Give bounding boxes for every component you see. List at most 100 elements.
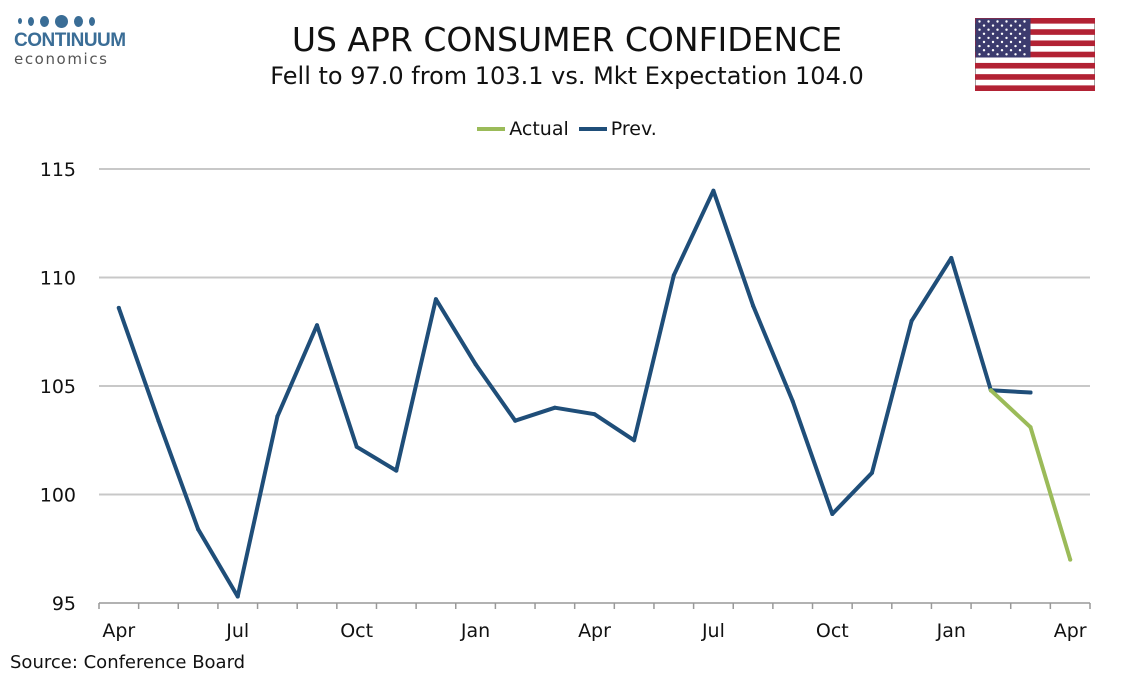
x-tick-label: Jan [936,620,966,642]
legend-label-actual: Actual [509,118,569,140]
flag-star [1018,24,1022,27]
flag-star [1014,44,1017,48]
data-point-prev [315,323,320,328]
flag-star [987,36,990,40]
chart-legend: Actual Prev. [0,118,1134,140]
flag-star [1009,32,1013,35]
flag-stripe [975,74,1095,80]
series-line-actual [988,388,1073,562]
data-point-prev [394,468,399,473]
flag-star [1014,20,1017,23]
flag-star [1000,40,1004,44]
data-point-prev [116,305,121,310]
flag-star [1023,20,1026,23]
chart-title: US APR CONSUMER CONFIDENCE [291,20,843,59]
flag-stripe [975,18,1095,24]
x-tick-label: Apr [102,620,135,642]
flag-star [1023,36,1026,40]
chart-subtitle: Fell to 97.0 from 103.1 vs. Mkt Expectat… [270,62,864,90]
y-tick-label: 105 [40,376,76,398]
x-tick-label: Jul [225,620,249,642]
flag-star [991,24,995,27]
data-point-prev [275,414,280,419]
flag-star [991,40,995,44]
flag-stripe [975,51,1095,58]
data-point-prev [433,297,438,302]
data-point-prev [790,399,795,404]
data-point-prev [513,418,518,423]
flag-star [996,20,999,23]
flag-star [978,44,981,48]
flag-stripe [975,85,1095,91]
flag-star [982,40,986,44]
flag-stripe [975,29,1095,35]
flag-star [987,44,990,48]
flag-star [1009,40,1013,44]
data-point-prev [592,412,597,417]
y-tick-label: 110 [40,268,76,290]
y-tick-label: 115 [40,159,76,181]
flag-star [1014,36,1017,40]
x-tick-label: Jan [460,620,490,642]
flag-star [978,53,981,56]
flag-star [1018,32,1022,35]
x-tick-label: Apr [1054,620,1087,642]
data-point-prev [671,273,676,278]
flag-star [1005,53,1008,56]
flag-star [1005,28,1008,31]
flag-star [978,36,981,40]
flag-star [1023,44,1026,48]
flag-star [1023,53,1026,56]
data-point-prev [354,444,359,449]
brand-logo: CONTINUUM economics [14,14,144,68]
data-point-prev [830,512,835,517]
flag-star [996,53,999,56]
data-point-prev [196,527,201,532]
us-flag-icon [975,18,1095,91]
flag-star [996,36,999,40]
flag-star [982,24,986,27]
data-point-prev [1028,390,1033,395]
flag-star [978,28,981,31]
flag-star [1018,49,1022,52]
flag-star [991,32,995,35]
flag-star [1014,28,1017,31]
flag-star [991,49,995,52]
flag-stripe [975,40,1095,47]
source-note: Source: Conference Board [10,652,246,673]
data-point-actual [1068,557,1073,562]
flag-star [1018,40,1022,44]
data-point-prev [909,318,914,323]
legend-item-prev: Prev. [578,118,657,140]
data-point-prev [632,438,637,443]
data-point-actual [1028,425,1033,430]
flag-star [1000,49,1004,52]
data-point-actual [988,388,993,393]
data-point-prev [869,470,874,475]
flag-star [987,28,990,31]
flag-star [1005,36,1008,40]
flag-star [987,20,990,23]
data-point-prev [156,418,161,423]
y-tick-label: 100 [40,485,76,507]
data-point-prev [751,303,756,308]
legend-item-actual: Actual [477,118,569,140]
flag-star [1005,44,1008,48]
x-tick-label: Apr [578,620,611,642]
flag-stripe [975,62,1095,69]
legend-label-prev: Prev. [610,118,657,140]
x-tick-label: Oct [816,620,849,642]
y-tick-label: 95 [52,593,76,615]
flag-star [978,20,981,23]
x-tick-label: Oct [340,620,373,642]
data-point-prev [235,594,240,599]
data-point-prev [711,188,716,193]
flag-star [996,28,999,31]
legend-swatch-actual [477,127,506,131]
flag-star [1014,53,1017,56]
data-point-prev [949,255,954,260]
flag-star [1000,32,1004,35]
logo-brand-text: CONTINUUM [14,30,126,51]
flag-star [1023,28,1026,31]
